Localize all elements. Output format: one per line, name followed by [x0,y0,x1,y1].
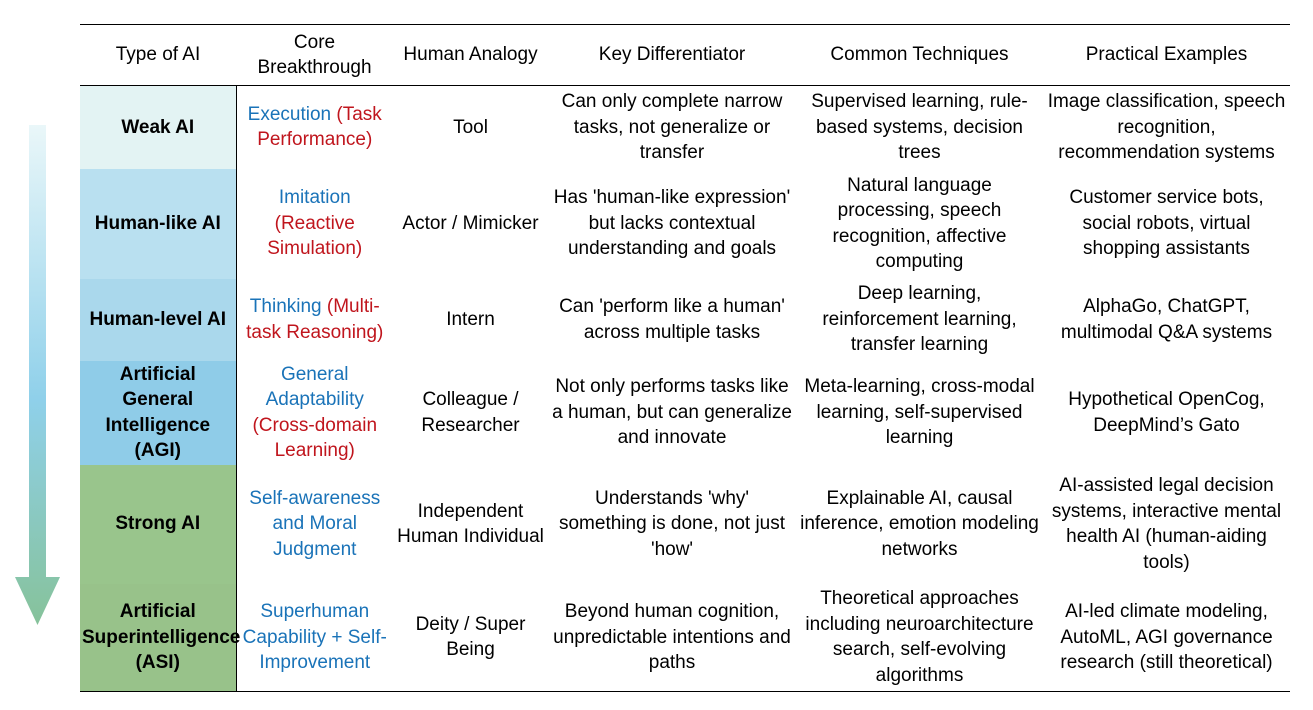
core-cell: Thinking (Multi-task Reasoning) [236,279,393,361]
type-cell: Artificial General Intelligence (AGI) [80,360,237,465]
table-row: Artificial Superintelligence (ASI) Super… [80,583,1290,692]
header-analogy: Human Analogy [393,24,548,86]
examples-cell: AI-led climate modeling, AutoML, AGI gov… [1043,583,1290,692]
type-cell: Artificial Superintelligence (ASI) [80,583,240,692]
examples-cell: Image classification, speech recognition… [1047,91,1286,163]
header-type: Type of AI [80,24,236,86]
core-cell: Execution (Task Performance) [236,86,393,169]
differentiator-cell: Beyond human cognition, unpredictable in… [548,583,796,692]
analogy-cell: Intern [446,308,495,330]
header-techniques: Common Techniques [796,24,1043,86]
type-cell: Strong AI [80,464,237,584]
examples-cell: AI-assisted legal decision systems, inte… [1051,475,1282,573]
progression-arrow-icon [15,125,60,625]
table-row: Artificial General Intelligence (AGI) Ge… [80,360,1290,465]
core-detail: (Reactive Simulation) [267,212,363,260]
header-examples: Practical Examples [1043,24,1290,86]
analogy-cell: Deity / Super Being [393,583,548,692]
ai-types-table: Type of AI Core Breakthrough Human Analo… [80,24,1290,692]
techniques-cell: Natural language processing, speech reco… [832,174,1007,273]
core-main: Superhuman Capability + Self-Improvement [242,601,387,673]
differentiator-cell: Can 'perform like a human' across multip… [559,296,785,343]
differentiator-cell: Has 'human-like expression' but lacks co… [553,187,791,260]
examples-cell: Customer service bots, social robots, vi… [1069,187,1264,260]
core-cell: General Adaptability (Cross-domain Learn… [236,361,393,465]
table-row: Strong AI Self-awareness and Moral Judgm… [80,464,1290,584]
analogy-cell: Actor / Mimicker [402,212,539,234]
examples-cell: Hypothetical OpenCog, DeepMind’s Gato [1068,389,1265,436]
header-core: Core Breakthrough [236,24,393,86]
type-cell: Human-like AI [80,168,237,279]
differentiator-cell: Not only performs tasks like a human, bu… [552,376,792,449]
header-differentiator: Key Differentiator [548,24,796,86]
analogy-cell: Colleague / Researcher [421,389,520,436]
core-cell: Imitation (Reactive Simulation) [236,169,393,279]
techniques-cell: Meta-learning, cross-modal learning, sel… [804,376,1035,449]
core-detail: (Multi-task Reasoning) [246,296,384,343]
type-cell: Weak AI [80,85,237,169]
core-detail: (Task Performance) [257,103,382,151]
core-main: General Adaptability [265,363,364,411]
table-row: Human-level AI Thinking (Multi-task Reas… [80,278,1290,361]
core-main: Execution [247,103,332,125]
core-main: Imitation [278,187,351,209]
techniques-cell: Theoretical approaches including neuroar… [796,583,1043,692]
techniques-cell: Deep learning, reinforcement learning, t… [822,283,1017,356]
analogy-cell: Tool [453,116,488,138]
header-row: Type of AI Core Breakthrough Human Analo… [80,24,1290,86]
table-row: Human-like AI Imitation (Reactive Simula… [80,168,1290,279]
examples-cell: AlphaGo, ChatGPT, multimodal Q&A systems [1060,296,1273,343]
core-cell: Self-awareness and Moral Judgment [236,465,393,584]
core-main: Self-awareness and Moral Judgment [249,487,381,560]
analogy-cell: Independent Human Individual [397,500,544,548]
core-detail: (Cross-domain Learning) [252,414,378,462]
type-cell: Human-level AI [80,278,237,361]
techniques-cell: Supervised learning, rule-based systems,… [811,91,1028,163]
core-main: Thinking [249,296,322,317]
techniques-cell: Explainable AI, causal inference, emotio… [800,487,1039,560]
differentiator-cell: Understands 'why' something is done, not… [558,487,786,560]
table-row: Weak AI Execution (Task Performance) Too… [80,85,1290,169]
core-cell: Superhuman Capability + Self-Improvement [236,583,393,692]
differentiator-cell: Can only complete narrow tasks, not gene… [561,91,783,163]
